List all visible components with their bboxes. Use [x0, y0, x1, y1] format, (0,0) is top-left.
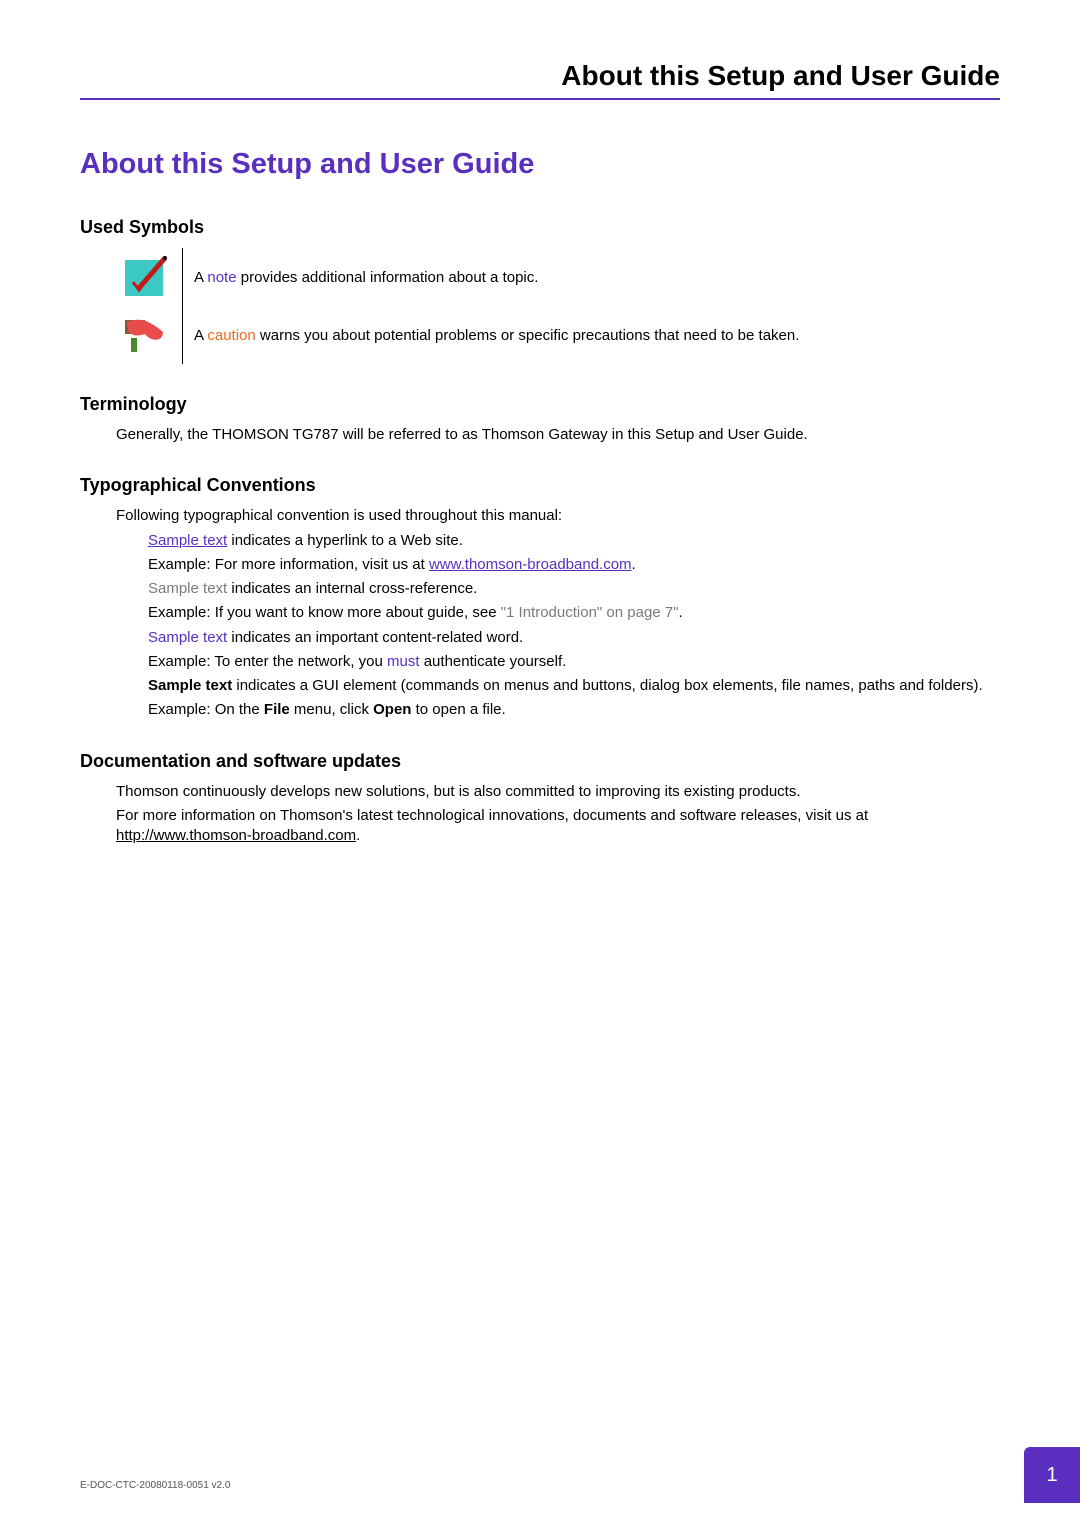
footer: E-DOC-CTC-20080118-0051 v2.0 1: [80, 1475, 1080, 1493]
caution-prefix: A: [194, 327, 207, 344]
sample-gui: Sample text: [148, 677, 232, 694]
caution-icon-cell: [116, 306, 183, 364]
open-menu: Open: [373, 701, 411, 718]
typo-line-crossref: Sample text indicates an internal cross-…: [148, 579, 1000, 599]
running-header-title: About this Setup and User Guide: [80, 60, 1000, 92]
heading-terminology: Terminology: [80, 394, 1000, 415]
typo-line-gui-example: Example: On the File menu, click Open to…: [148, 700, 1000, 720]
typo-l3-rest: indicates an internal cross-reference.: [227, 580, 477, 597]
chapter-title: About this Setup and User Guide: [80, 148, 1000, 181]
typo-line-important-example: Example: To enter the network, you must …: [148, 652, 1000, 672]
note-suffix: provides additional information about a …: [237, 269, 539, 286]
note-keyword: note: [207, 269, 236, 286]
note-icon: [121, 254, 167, 300]
caution-icon: [121, 312, 167, 358]
typo-line-gui: Sample text indicates a GUI element (com…: [148, 676, 1000, 696]
caution-keyword: caution: [207, 327, 255, 344]
caution-suffix: warns you about potential problems or sp…: [256, 327, 800, 344]
typo-l2-post: .: [632, 556, 636, 573]
typo-line-hyperlink: Sample text indicates a hyperlink to a W…: [148, 531, 1000, 551]
thomson-link[interactable]: www.thomson-broadband.com: [429, 556, 632, 573]
typo-l8-end: to open a file.: [411, 701, 505, 718]
must-keyword: must: [387, 653, 420, 670]
typo-l8-pre: Example: On the: [148, 701, 264, 718]
typo-l4-pre: Example: If you want to know more about …: [148, 604, 501, 621]
sample-hyperlink[interactable]: Sample text: [148, 532, 227, 549]
typo-intro: Following typographical convention is us…: [116, 506, 1000, 526]
page-number: 1: [1046, 1464, 1057, 1487]
heading-used-symbols: Used Symbols: [80, 217, 1000, 238]
file-menu: File: [264, 701, 290, 718]
note-icon-cell: [116, 248, 183, 306]
terminology-text: Generally, the THOMSON TG787 will be ref…: [116, 425, 1000, 445]
symbol-row-caution: A caution warns you about potential prob…: [116, 306, 809, 364]
typo-line-crossref-example: Example: If you want to know more about …: [148, 603, 1000, 623]
updates-p2: For more information on Thomson's latest…: [116, 806, 1000, 847]
heading-typographical: Typographical Conventions: [80, 475, 1000, 496]
crossref-example: "1 Introduction" on page 7": [501, 604, 679, 621]
updates-p2-post: .: [356, 827, 360, 844]
page: About this Setup and User Guide About th…: [0, 0, 1080, 1527]
typo-l8-mid: menu, click: [290, 701, 373, 718]
typo-l6-post: authenticate yourself.: [420, 653, 567, 670]
sample-crossref: Sample text: [148, 580, 227, 597]
header-rule: [80, 98, 1000, 100]
typo-line-important: Sample text indicates an important conte…: [148, 628, 1000, 648]
updates-p2-pre: For more information on Thomson's latest…: [116, 807, 868, 824]
typo-l5-rest: indicates an important content-related w…: [227, 629, 523, 646]
caution-text: A caution warns you about potential prob…: [194, 306, 809, 364]
heading-updates: Documentation and software updates: [80, 751, 1000, 772]
typo-line-hyperlink-example: Example: For more information, visit us …: [148, 555, 1000, 575]
typo-l1-rest: indicates a hyperlink to a Web site.: [227, 532, 463, 549]
updates-p1: Thomson continuously develops new soluti…: [116, 782, 1000, 802]
symbols-table: A note provides additional information a…: [116, 248, 809, 364]
typo-l2-pre: Example: For more information, visit us …: [148, 556, 429, 573]
page-number-tab: 1: [1024, 1447, 1080, 1503]
note-text: A note provides additional information a…: [194, 248, 809, 306]
typo-l6-pre: Example: To enter the network, you: [148, 653, 387, 670]
typo-l7-rest: indicates a GUI element (commands on men…: [232, 677, 982, 694]
symbol-row-note: A note provides additional information a…: [116, 248, 809, 306]
thomson-link-full[interactable]: http://www.thomson-broadband.com: [116, 827, 356, 844]
doc-id: E-DOC-CTC-20080118-0051 v2.0: [80, 1480, 230, 1491]
sample-important: Sample text: [148, 629, 227, 646]
note-prefix: A: [194, 269, 207, 286]
typo-l4-post: .: [678, 604, 682, 621]
